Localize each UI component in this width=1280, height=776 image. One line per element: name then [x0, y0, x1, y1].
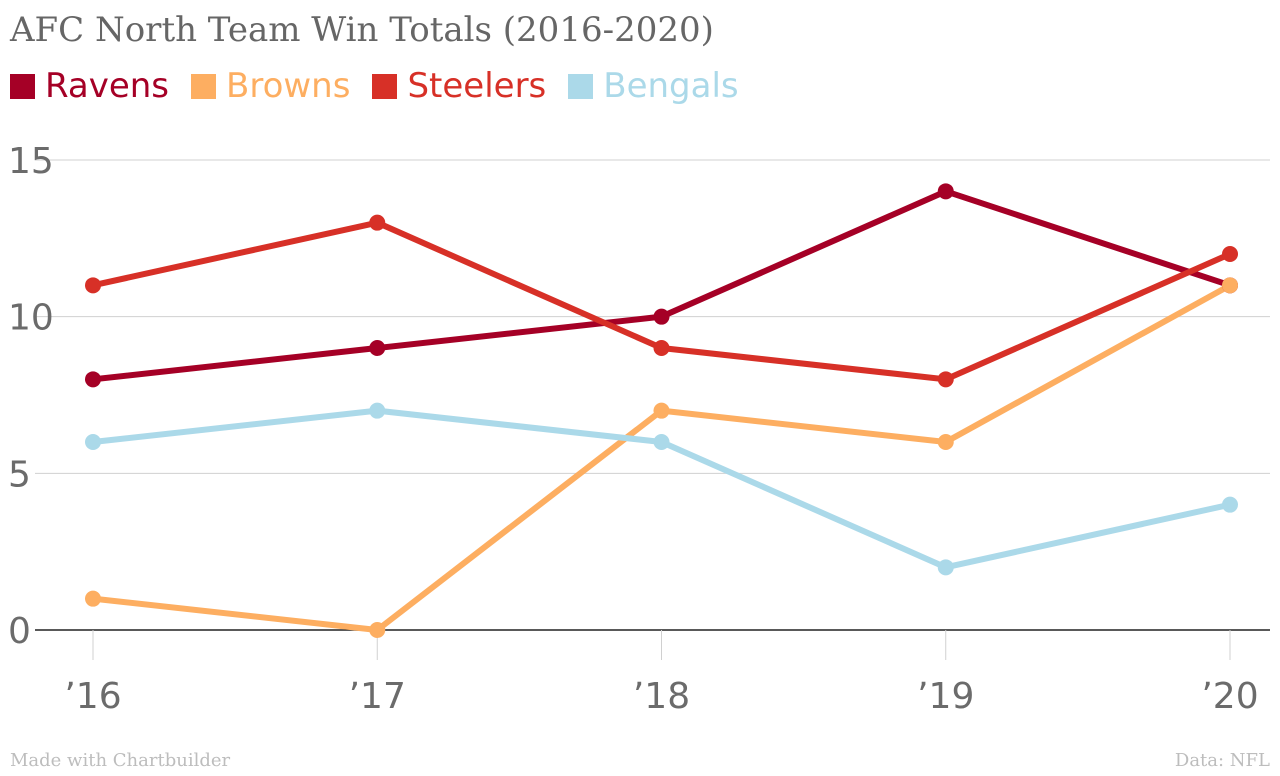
- data-point-steelers: [653, 340, 670, 356]
- data-point-ravens: [369, 340, 386, 356]
- legend-label: Steelers: [407, 66, 547, 106]
- data-point-browns: [937, 434, 954, 450]
- x-tick-label: ’16: [64, 676, 121, 717]
- y-tick-label: 0: [8, 611, 31, 652]
- legend-swatch: [372, 73, 398, 99]
- data-point-steelers: [369, 214, 386, 231]
- x-tick-label: ’17: [349, 676, 406, 717]
- data-point-browns: [653, 402, 670, 419]
- legend-swatch: [191, 73, 217, 99]
- data-point-browns: [369, 622, 386, 638]
- series-line-browns: [90, 282, 1233, 633]
- source-text: Data: NFL: [1174, 750, 1270, 771]
- data-point-browns: [1222, 277, 1238, 294]
- data-point-ravens: [937, 183, 954, 200]
- legend-item-browns: Browns: [191, 66, 350, 106]
- legend-label: Ravens: [45, 66, 170, 106]
- legend: Ravens Browns Steelers Bengals: [10, 66, 761, 106]
- data-point-ravens: [85, 371, 101, 388]
- legend-item-bengals: Bengals: [568, 66, 739, 106]
- data-point-bengals: [1222, 496, 1238, 513]
- legend-label: Browns: [226, 66, 351, 106]
- legend-item-ravens: Ravens: [10, 66, 169, 106]
- x-tick-label: ’19: [917, 676, 974, 717]
- credit-text: Made with Chartbuilder: [10, 750, 231, 771]
- x-tick-label: ’18: [633, 676, 690, 717]
- data-point-browns: [85, 590, 101, 607]
- data-point-steelers: [937, 371, 954, 388]
- x-tick-label: ’20: [1201, 676, 1258, 717]
- y-tick-label: 15: [8, 141, 54, 182]
- data-point-bengals: [653, 434, 670, 450]
- data-point-steelers: [85, 277, 101, 294]
- legend-swatch: [568, 73, 594, 99]
- legend-swatch: [10, 73, 35, 99]
- legend-label: Bengals: [603, 66, 739, 106]
- data-point-steelers: [1222, 246, 1238, 262]
- data-point-bengals: [369, 402, 386, 419]
- data-point-ravens: [653, 308, 670, 325]
- y-tick-label: 10: [8, 298, 54, 339]
- data-point-bengals: [85, 434, 101, 450]
- legend-item-steelers: Steelers: [372, 66, 546, 106]
- data-point-bengals: [937, 559, 954, 576]
- y-tick-label: 5: [8, 454, 31, 495]
- chart-title: AFC North Team Win Totals (2016-2020): [10, 10, 714, 50]
